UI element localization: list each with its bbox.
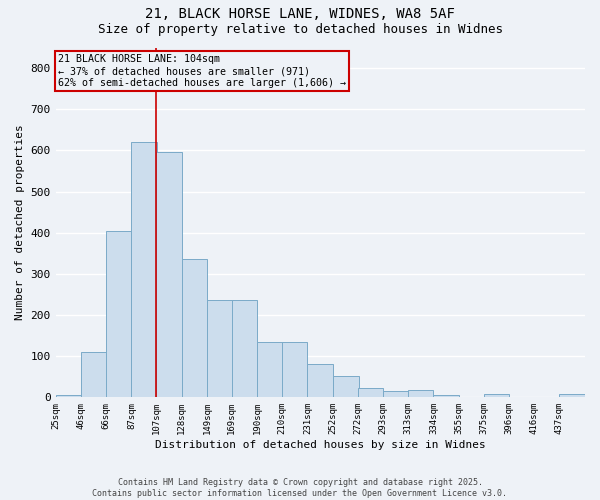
Bar	[358, 388, 383, 398]
Bar	[333, 376, 359, 398]
Bar	[232, 300, 257, 398]
Y-axis label: Number of detached properties: Number of detached properties	[15, 124, 25, 320]
Bar	[282, 342, 307, 398]
Bar	[559, 394, 585, 398]
Bar	[433, 395, 459, 398]
Text: 21, BLACK HORSE LANE, WIDNES, WA8 5AF: 21, BLACK HORSE LANE, WIDNES, WA8 5AF	[145, 8, 455, 22]
Bar	[56, 396, 82, 398]
Bar	[408, 390, 433, 398]
Bar	[156, 152, 182, 398]
Text: Contains HM Land Registry data © Crown copyright and database right 2025.
Contai: Contains HM Land Registry data © Crown c…	[92, 478, 508, 498]
Bar	[307, 364, 333, 398]
Bar	[257, 342, 283, 398]
Bar	[131, 142, 157, 398]
Bar	[106, 230, 131, 398]
Bar	[383, 391, 409, 398]
Bar	[484, 394, 509, 398]
X-axis label: Distribution of detached houses by size in Widnes: Distribution of detached houses by size …	[155, 440, 486, 450]
Text: 21 BLACK HORSE LANE: 104sqm
← 37% of detached houses are smaller (971)
62% of se: 21 BLACK HORSE LANE: 104sqm ← 37% of det…	[58, 54, 346, 88]
Bar	[82, 352, 107, 398]
Bar	[207, 300, 233, 398]
Text: Size of property relative to detached houses in Widnes: Size of property relative to detached ho…	[97, 22, 503, 36]
Bar	[182, 260, 207, 398]
